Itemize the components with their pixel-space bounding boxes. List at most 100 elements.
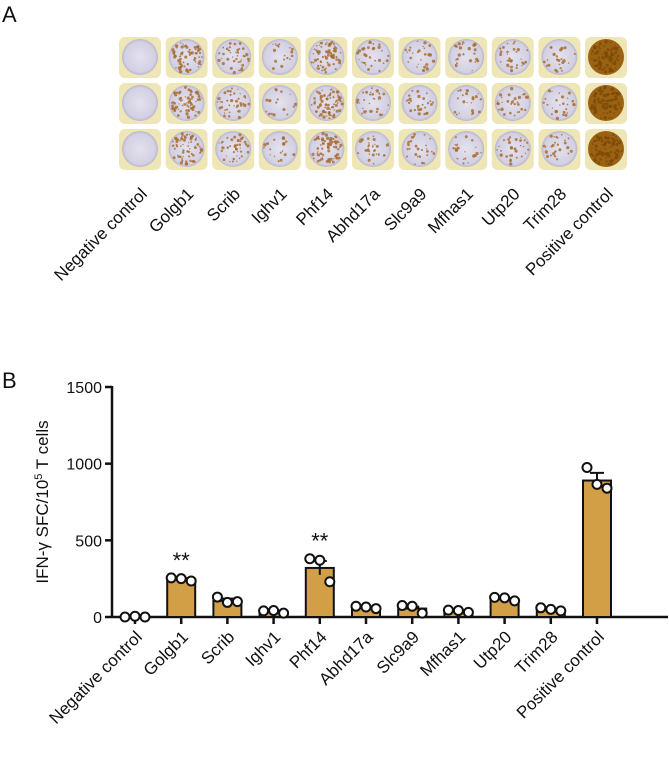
spot bbox=[315, 138, 318, 141]
spot bbox=[508, 57, 511, 60]
spot bbox=[509, 59, 513, 63]
spot bbox=[516, 101, 519, 104]
spot bbox=[269, 154, 271, 156]
data-point bbox=[406, 600, 418, 612]
spot bbox=[471, 69, 473, 72]
spot bbox=[228, 46, 231, 49]
spot bbox=[567, 91, 571, 95]
spot bbox=[312, 157, 315, 160]
spot bbox=[331, 160, 335, 164]
spot bbox=[324, 94, 326, 96]
spot bbox=[563, 46, 567, 50]
spot bbox=[340, 102, 344, 106]
spot bbox=[326, 50, 331, 55]
spot bbox=[289, 93, 291, 95]
spot bbox=[369, 93, 372, 96]
spot bbox=[544, 97, 547, 100]
spot bbox=[317, 50, 321, 54]
spot bbox=[519, 139, 522, 142]
well bbox=[355, 85, 391, 121]
spot bbox=[610, 98, 614, 102]
spot bbox=[560, 58, 563, 61]
spot bbox=[179, 55, 182, 58]
spot bbox=[279, 158, 283, 162]
data-point bbox=[278, 607, 290, 619]
spot bbox=[479, 98, 483, 101]
spot bbox=[270, 112, 273, 115]
spot bbox=[507, 138, 510, 141]
data-point bbox=[350, 600, 362, 612]
spot bbox=[572, 102, 576, 107]
spot bbox=[222, 52, 225, 56]
spot bbox=[567, 152, 570, 155]
x-tick-label-2: Scrib bbox=[197, 627, 238, 668]
spot bbox=[410, 100, 412, 103]
data-point bbox=[211, 591, 223, 603]
spot bbox=[506, 53, 509, 55]
spot bbox=[194, 61, 197, 63]
spot bbox=[567, 62, 570, 64]
spot bbox=[480, 151, 482, 154]
spot bbox=[470, 109, 475, 113]
spot bbox=[378, 93, 381, 95]
spot bbox=[283, 153, 287, 157]
spot bbox=[330, 40, 334, 44]
spot bbox=[614, 51, 618, 54]
spot bbox=[182, 138, 187, 142]
spot bbox=[334, 103, 338, 107]
spot bbox=[180, 42, 182, 44]
spot bbox=[414, 153, 418, 157]
spot bbox=[176, 154, 179, 156]
spot bbox=[187, 145, 190, 147]
spot bbox=[553, 155, 557, 158]
spot bbox=[221, 146, 225, 150]
spot bbox=[188, 142, 190, 144]
spot bbox=[461, 43, 464, 46]
spot bbox=[606, 48, 610, 52]
spot bbox=[475, 151, 479, 156]
spot bbox=[363, 99, 366, 101]
spot bbox=[224, 109, 227, 111]
spot bbox=[333, 103, 335, 106]
spot bbox=[244, 97, 247, 99]
spot bbox=[324, 106, 327, 109]
spot bbox=[228, 111, 231, 114]
spot bbox=[198, 47, 202, 51]
spot bbox=[356, 98, 360, 102]
spot bbox=[194, 114, 197, 117]
spot bbox=[238, 157, 241, 160]
spot bbox=[281, 142, 286, 146]
spot bbox=[195, 100, 197, 103]
spot bbox=[456, 157, 459, 160]
data-point bbox=[360, 601, 372, 613]
spot bbox=[174, 136, 178, 141]
spot bbox=[608, 55, 610, 58]
spot bbox=[319, 60, 322, 63]
spot bbox=[558, 148, 562, 152]
spot bbox=[497, 100, 499, 102]
spot bbox=[237, 88, 239, 90]
spot bbox=[358, 59, 360, 61]
spot bbox=[333, 157, 335, 160]
y-tick-label: 1500 bbox=[66, 380, 102, 397]
spot bbox=[542, 60, 546, 64]
spot bbox=[409, 46, 412, 49]
y-axis-label: IFN-γ SFC/105 T cells bbox=[33, 420, 52, 583]
spot bbox=[315, 49, 317, 51]
spot bbox=[195, 110, 197, 113]
spot bbox=[462, 162, 465, 165]
spot bbox=[375, 89, 379, 93]
spot bbox=[595, 156, 597, 158]
spot bbox=[508, 136, 512, 139]
spot bbox=[239, 92, 241, 95]
spot bbox=[619, 106, 622, 109]
spot bbox=[554, 141, 557, 144]
spot bbox=[196, 143, 200, 146]
spot bbox=[554, 68, 557, 72]
spot bbox=[329, 157, 333, 162]
spot bbox=[595, 96, 597, 98]
spot bbox=[318, 114, 321, 117]
spot bbox=[425, 92, 428, 95]
data-point bbox=[396, 600, 408, 611]
panel-a-label-0: Negative control bbox=[51, 184, 151, 284]
